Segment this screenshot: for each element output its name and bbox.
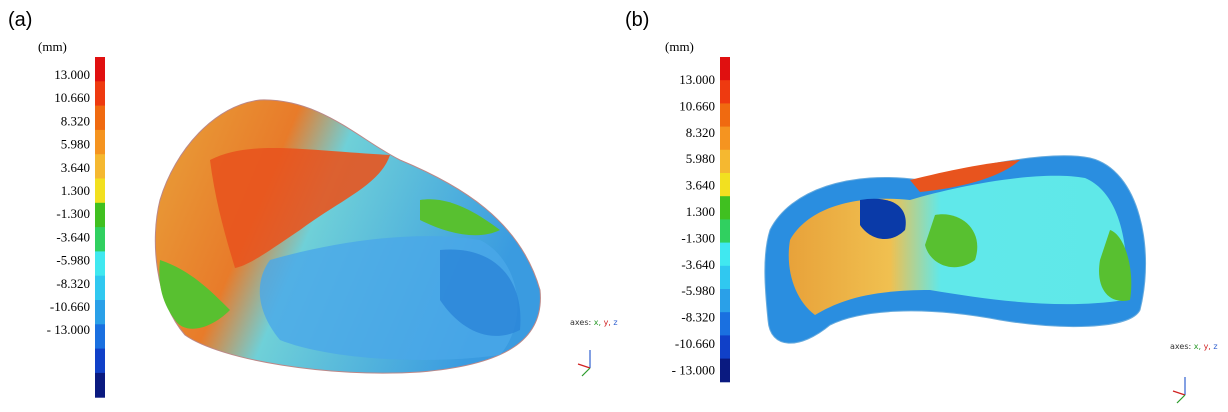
scale-label: -8.320 (681, 310, 715, 325)
scale-label: 5.980 (61, 137, 90, 152)
scale-label: -3.640 (56, 229, 90, 244)
scale-cell (720, 103, 730, 128)
scale-label: -5.980 (681, 283, 715, 298)
axes-text: axes: (1170, 342, 1191, 351)
scale-label: -1.300 (681, 230, 715, 245)
scale-cell (95, 57, 105, 82)
scale-cell (720, 219, 730, 244)
axis-icon (1176, 394, 1186, 404)
scale-label: -3.640 (681, 257, 715, 272)
scale-cell (720, 265, 730, 290)
scale-label: - 13.000 (672, 362, 715, 377)
scale-cell (95, 227, 105, 252)
unit-label: (mm) (38, 39, 67, 54)
scale-cell (95, 178, 105, 204)
scale-cell (95, 300, 105, 325)
axes-text: y, (604, 318, 611, 327)
scale-label: - 13.000 (47, 322, 90, 337)
axes-caption: axes: x, y, z (1170, 342, 1218, 351)
scale-label: 3.640 (61, 160, 90, 175)
axes-text: axes: (570, 318, 591, 327)
scale-label: -1.300 (56, 206, 90, 221)
scale-label: 13.000 (679, 72, 715, 87)
scale-cell (720, 126, 730, 151)
surface-a (154, 99, 541, 374)
scale-label: 13.000 (54, 67, 90, 82)
scale-label: 1.300 (686, 204, 715, 219)
scale-cell (720, 80, 730, 104)
scale-label: -8.320 (56, 276, 90, 291)
scale-label: 10.660 (679, 98, 715, 113)
unit-label: (mm) (665, 39, 694, 54)
scale-cell (95, 372, 105, 398)
scale-label: -10.660 (675, 336, 715, 351)
axis-icon (577, 363, 591, 369)
scale-cell (720, 196, 730, 220)
scale-cell (720, 173, 730, 197)
axes-caption: axes: x, y, z (570, 318, 618, 327)
scale-cell (95, 154, 105, 179)
scale-cell (720, 289, 730, 313)
axes-text: x, (1194, 342, 1201, 351)
scale-label: -5.980 (56, 253, 90, 268)
scale-cell (95, 105, 105, 131)
axes-text: z (1213, 342, 1217, 351)
scale-cell (720, 335, 730, 360)
panel-label: (b) (625, 9, 649, 31)
surface-b (764, 155, 1146, 344)
scale-label: 10.660 (54, 90, 90, 105)
scale-cell (95, 324, 105, 350)
scale-cell (720, 358, 730, 383)
axes-text: y, (1204, 342, 1211, 351)
axis-icon (581, 367, 591, 377)
scale-cell (720, 242, 730, 267)
scale-cell (95, 202, 105, 228)
scale-label: 5.980 (686, 151, 715, 166)
scale-label: 1.300 (61, 183, 90, 198)
scale-cell (95, 81, 105, 107)
scale-cell (95, 275, 105, 301)
scale-label: 3.640 (686, 178, 715, 193)
axes-text: z (613, 318, 617, 327)
panel-label: (a) (8, 9, 32, 31)
scale-label: 8.320 (686, 125, 715, 140)
scale-cell (95, 129, 105, 155)
axes-text: x, (594, 318, 601, 327)
scale-label: 8.320 (61, 113, 90, 128)
scale-label: -10.660 (50, 299, 90, 314)
scale-cell (95, 251, 105, 277)
scale-cell (95, 348, 105, 374)
axis-icon (1172, 390, 1186, 396)
scale-cell (720, 312, 730, 336)
scale-cell (720, 149, 730, 174)
scale-cell (720, 57, 730, 81)
